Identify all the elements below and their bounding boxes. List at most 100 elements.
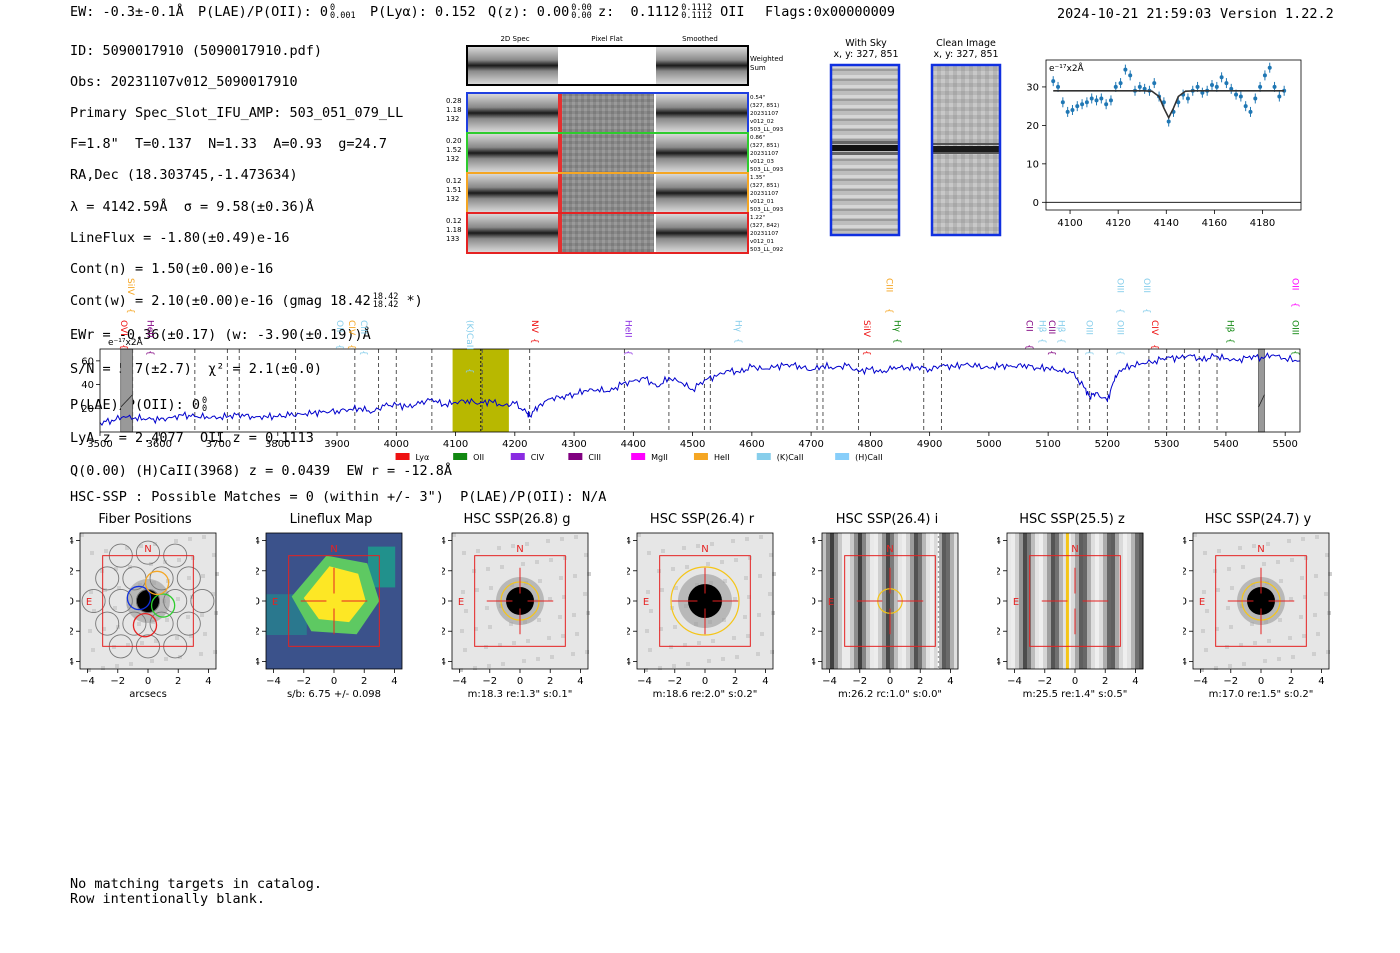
spectral-line-bracket: { — [732, 338, 742, 344]
spectral-line-bracket: { — [892, 338, 902, 344]
hsc-noise — [548, 597, 552, 601]
hsc-xtick-label: −2 — [1223, 676, 1238, 687]
cutout-flat-edge — [558, 214, 562, 252]
fiber-circle — [135, 540, 161, 565]
hsc-noise — [485, 606, 489, 610]
spectrum-xtick-label: 4000 — [384, 439, 409, 450]
hsc-noise — [1328, 572, 1332, 576]
masked-band — [120, 348, 133, 433]
hsc-stripe — [942, 533, 947, 669]
hsc-stripe — [1111, 533, 1116, 669]
hsc-ytick-label: −2 — [812, 627, 816, 638]
zoom-data-point — [1248, 109, 1253, 114]
clean-image-title: Clean Image x, y: 327, 851 — [933, 38, 999, 60]
hsc-noise — [645, 629, 649, 633]
hsc-noise — [113, 606, 117, 610]
hsc-ytick-label: −2 — [442, 627, 446, 638]
hsc-noise — [464, 609, 468, 613]
hsc-noise — [187, 576, 191, 580]
hsc-noise — [1203, 551, 1207, 555]
hsc-noise — [721, 657, 725, 661]
weighted-sum-row: Weighted Sum — [466, 45, 783, 86]
spectrum-xtick-label: 4100 — [443, 439, 468, 450]
cutout-smoothed — [656, 174, 748, 212]
hsc-noise — [87, 668, 91, 672]
east-label: E — [1199, 597, 1205, 608]
hsc-panel-caption: m:26.2 rc:1.0" s:0.0" — [838, 689, 942, 700]
hsc-noise — [747, 595, 751, 599]
hsc-panel-caption: m:25.5 re:1.4" s:0.5" — [1023, 689, 1128, 700]
spectral-line-label: OII — [334, 320, 344, 332]
hsc-stripe — [1131, 533, 1136, 669]
zoom-data-point — [1229, 86, 1234, 91]
spectral-line-label: Hγ — [892, 320, 902, 333]
hsc-noise — [735, 655, 739, 659]
hsc-noise — [1262, 562, 1266, 566]
hsc-ytick-label: −4 — [256, 657, 260, 668]
hsc-ytick-label: −2 — [70, 627, 74, 638]
hsc-noise — [682, 546, 686, 550]
north-label: N — [144, 544, 151, 555]
hsc-noise — [1253, 641, 1257, 645]
cutout-left-value: 0.20 — [446, 137, 462, 145]
hsc-noise — [188, 537, 192, 541]
hsc-noise — [746, 634, 750, 638]
hsc-noise — [1267, 639, 1271, 643]
sky-images — [829, 63, 1002, 237]
cutout-smoothed — [656, 134, 748, 172]
zoom-data-point — [1094, 98, 1099, 103]
zoom-data-point — [1258, 84, 1263, 89]
legend-label: OII — [473, 453, 484, 462]
cutout-pixel-flat — [562, 134, 656, 172]
source-core — [506, 587, 534, 615]
zoom-data-point — [1070, 108, 1075, 112]
hsc-noise — [486, 567, 490, 571]
hsc-xtick-label: −2 — [667, 676, 682, 687]
hsc-noise — [476, 549, 480, 553]
cutout-right-value: (327, 851) — [750, 143, 779, 149]
fiber-circle — [122, 611, 147, 636]
header-flags: Flags:0x00000009 — [765, 4, 896, 20]
east-label: E — [86, 597, 92, 608]
hsc-xtick-label: 0 — [1258, 676, 1264, 687]
hsc-stripe — [1119, 533, 1124, 669]
hsc-noise — [489, 586, 493, 590]
hsc-ytick-label: 2 — [70, 566, 74, 577]
hsc-noise — [575, 632, 579, 636]
hsc-noise — [674, 586, 678, 590]
cutout-right-value: 503_LL_093 — [750, 207, 784, 213]
hsc-ytick-label: −2 — [256, 627, 260, 638]
hsc-xtick-label: −4 — [266, 676, 281, 687]
header-z: z: 0.1112 0.1112 0.1112 OII — [598, 3, 745, 21]
hsc-noise — [1302, 634, 1306, 638]
zoom-data-point — [1065, 109, 1070, 114]
hsc-noise — [501, 662, 505, 666]
spectral-line-bracket: { — [358, 350, 368, 356]
cutout-right-value: 20231107 — [750, 191, 779, 197]
hsc-noise — [731, 539, 735, 543]
hsc-noise — [472, 569, 476, 573]
east-label: E — [458, 597, 464, 608]
zoom-data-point — [1267, 65, 1272, 70]
cutout-right-value: 503_LL_092 — [750, 247, 783, 253]
hsc-noise — [646, 590, 650, 594]
source-core — [688, 584, 722, 618]
hsc-ytick-label: −4 — [627, 657, 631, 668]
hsc-noise — [1230, 586, 1234, 590]
hsc-panel-title: HSC SSP(24.7) y — [1204, 512, 1312, 527]
hsc-noise — [462, 551, 466, 555]
hsc-noise — [585, 650, 589, 654]
hsc-stripe — [1031, 533, 1036, 669]
hsc-noise — [200, 613, 204, 617]
zoom-ytick-label: 30 — [1026, 82, 1039, 93]
zoom-ytick-label: 20 — [1026, 121, 1039, 132]
spectrum-xtick-label: 3700 — [206, 439, 231, 450]
hsc-noise — [571, 652, 575, 656]
hsc-noise — [213, 650, 217, 654]
zoom-data-point — [1142, 86, 1147, 91]
hsc-noise — [637, 533, 641, 537]
zoom-data-point — [1195, 84, 1200, 89]
hsc-ytick-label: −2 — [627, 627, 631, 638]
